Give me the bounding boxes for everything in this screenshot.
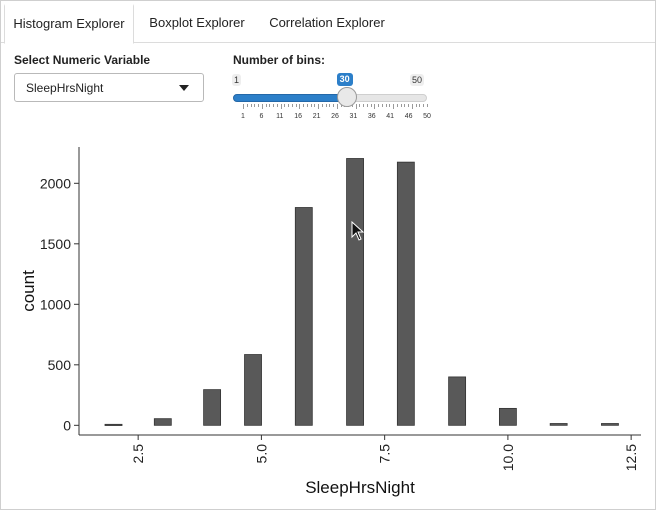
slider-max-label: 50 (410, 74, 425, 86)
slider-tick (400, 104, 402, 107)
histogram-bar (448, 376, 467, 426)
slider-tick (411, 104, 413, 109)
slider-tick-label: 6 (259, 113, 264, 120)
slider-tick (321, 104, 323, 107)
histogram-bar (203, 389, 222, 426)
slider-tick (427, 104, 428, 107)
slider-tick (284, 104, 286, 107)
x-tick-label: 2.5 (130, 444, 146, 464)
slider-tick-label: 41 (386, 113, 395, 120)
slider-tick (306, 104, 308, 107)
slider-tick (333, 104, 335, 107)
slider-tick-label: 21 (312, 113, 321, 120)
slider-tick (243, 104, 244, 109)
slider-tick (351, 104, 353, 107)
slider-tick (404, 104, 406, 107)
slider-tick (355, 104, 357, 109)
slider-tick (370, 104, 372, 107)
slider-tick-label: 50 (423, 113, 431, 120)
slider-tick-label: 46 (404, 113, 413, 120)
slider-tick (291, 104, 293, 107)
slider-tick (408, 104, 410, 107)
slider-tick (299, 104, 301, 109)
histogram-bar (396, 161, 415, 426)
slider-tick (246, 104, 248, 107)
histogram-bar (294, 207, 313, 426)
slider-tick (254, 104, 256, 107)
slider-tick (359, 104, 361, 107)
slider-tick (415, 104, 417, 107)
tab-histogram-explorer[interactable]: Histogram Explorer (4, 4, 134, 44)
slider-tick-label: 16 (294, 113, 303, 120)
slider-tick (396, 104, 398, 107)
slider-tick (314, 104, 316, 107)
slider-fill (233, 94, 349, 102)
slider-tick (288, 104, 290, 107)
y-tick-label: 1500 (40, 236, 71, 252)
slider-tick (261, 104, 263, 109)
histogram-bar (104, 423, 123, 426)
histogram-chart: 0 500 1000 1500 2000 2.5 5.0 7.5 10.0 12.5 count… (19, 147, 641, 497)
slider-tick (336, 104, 338, 109)
x-axis-label: SleepHrsNight (305, 478, 415, 497)
slider-tick-label: 26 (331, 113, 339, 120)
slider-tick-label: 1 (241, 113, 245, 120)
slider-min-label: 1 (232, 74, 242, 86)
slider-tick (318, 104, 320, 109)
slider-handle[interactable] (336, 87, 357, 107)
y-tick-label: 0 (63, 417, 71, 433)
slider-tick (295, 104, 297, 107)
slider-tick (269, 104, 271, 107)
slider-tick (366, 104, 368, 107)
slider-tick (329, 104, 331, 107)
histogram-bar (498, 407, 517, 426)
histogram-bar (549, 423, 568, 426)
slider-tick (393, 104, 395, 109)
slider-tick (423, 104, 425, 107)
x-tick-label: 5.0 (253, 444, 269, 464)
x-tick-label: 10.0 (500, 444, 516, 471)
slider-tick (276, 104, 278, 107)
slider-tick (385, 104, 387, 107)
slider-tick (310, 104, 312, 107)
slider-tick (363, 104, 365, 107)
y-tick-label: 1000 (40, 296, 71, 312)
slider-tick-label: 11 (276, 113, 284, 120)
bins-slider[interactable]: 1 50 30 1 6 11 16 21 26 31 36 41 46 50 (231, 71, 431, 131)
chevron-down-icon (179, 85, 189, 91)
slider-tick-label: 36 (367, 113, 376, 120)
y-axis-label: count (19, 270, 38, 312)
slider-tick (250, 104, 252, 107)
variable-select-label: Select Numeric Variable (14, 53, 151, 67)
tab-boxplot-explorer[interactable]: Boxplot Explorer (149, 15, 245, 30)
slider-tick (258, 104, 260, 107)
slider-tick (265, 104, 267, 107)
slider-tick (273, 104, 275, 107)
x-tick-label: 7.5 (377, 444, 393, 464)
variable-select[interactable]: SleepHrsNight (14, 73, 204, 102)
y-tick-label: 500 (48, 357, 72, 373)
y-tick-label: 2000 (40, 175, 71, 191)
tab-bar: Histogram Explorer Boxplot Explorer Corr… (1, 1, 655, 44)
slider-tick (419, 104, 421, 107)
histogram-bar (346, 158, 364, 426)
slider-tick (325, 104, 327, 107)
histogram-bar (153, 418, 172, 426)
slider-tick (374, 104, 376, 109)
slider-tick (303, 104, 305, 107)
slider-value-label: 30 (336, 73, 353, 86)
slider-tick (381, 104, 383, 107)
slider-tick (378, 104, 380, 107)
mouse-cursor-icon (351, 221, 365, 241)
slider-tick-label: 31 (349, 113, 358, 120)
bins-slider-label: Number of bins: (233, 53, 325, 67)
slider-tick (389, 104, 391, 107)
histogram-bar (601, 423, 619, 426)
histogram-bar (244, 354, 262, 426)
x-tick-label: 12.5 (623, 444, 639, 471)
variable-select-value: SleepHrsNight (26, 81, 104, 95)
slider-tick (280, 104, 282, 109)
tab-correlation-explorer[interactable]: Correlation Explorer (269, 15, 385, 30)
